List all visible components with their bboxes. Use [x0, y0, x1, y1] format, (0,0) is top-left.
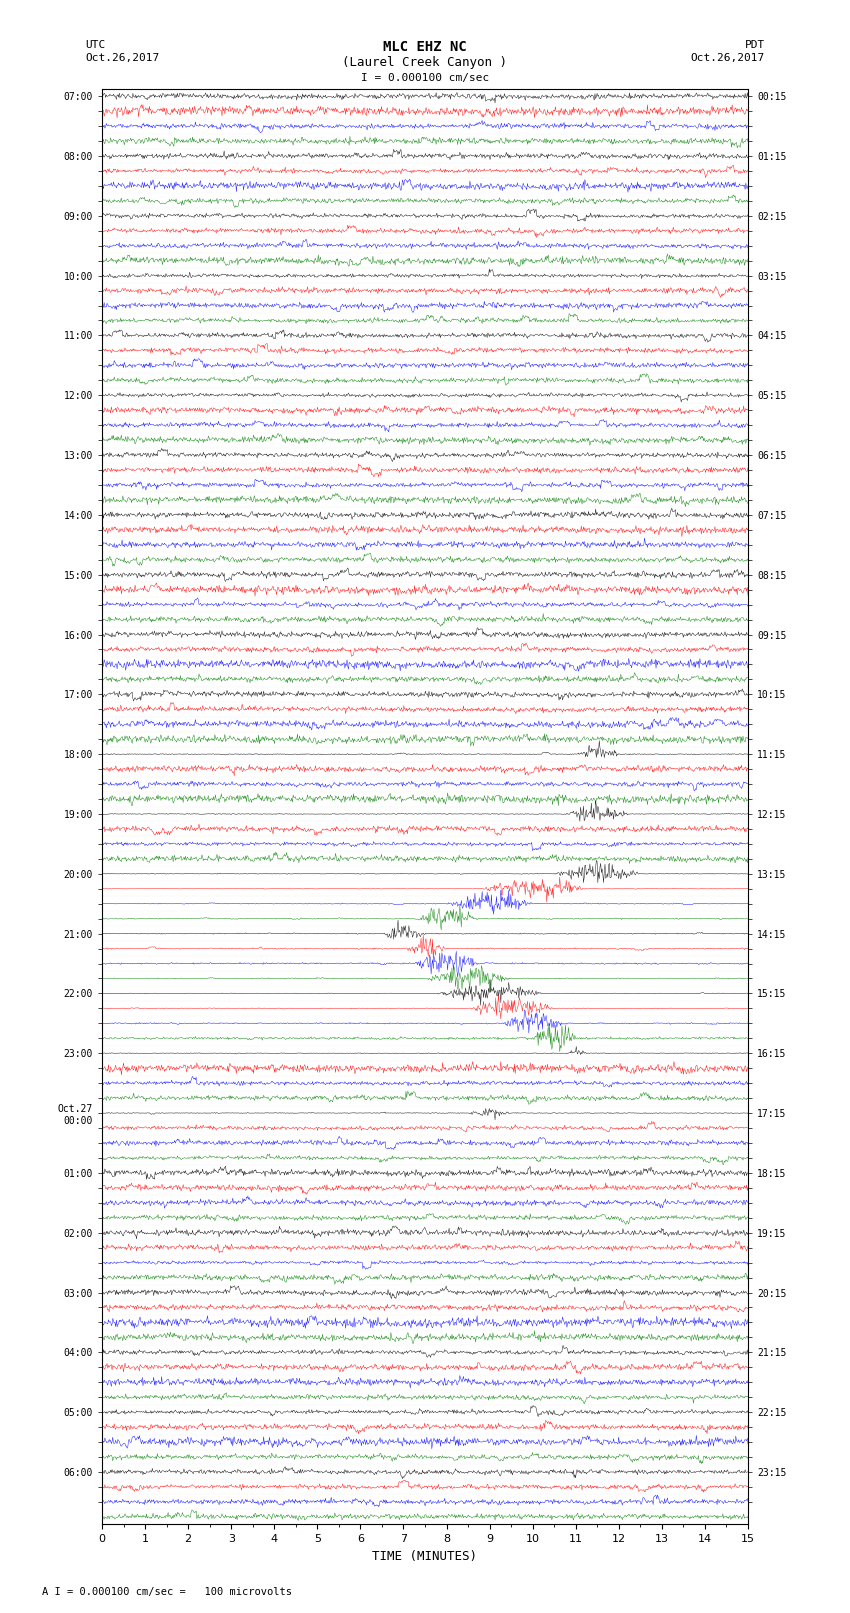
Text: (Laurel Creek Canyon ): (Laurel Creek Canyon ): [343, 56, 507, 69]
Text: UTC: UTC: [85, 40, 105, 50]
Text: Oct.26,2017: Oct.26,2017: [85, 53, 159, 63]
Text: PDT: PDT: [745, 40, 765, 50]
Text: MLC EHZ NC: MLC EHZ NC: [383, 40, 467, 55]
Text: I = 0.000100 cm/sec: I = 0.000100 cm/sec: [361, 73, 489, 82]
Text: Oct.26,2017: Oct.26,2017: [691, 53, 765, 63]
X-axis label: TIME (MINUTES): TIME (MINUTES): [372, 1550, 478, 1563]
Text: A I = 0.000100 cm/sec =   100 microvolts: A I = 0.000100 cm/sec = 100 microvolts: [42, 1587, 292, 1597]
